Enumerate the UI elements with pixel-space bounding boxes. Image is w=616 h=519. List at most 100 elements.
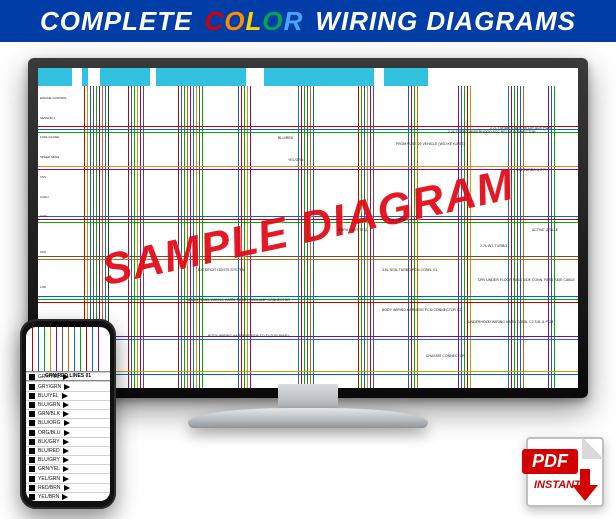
header-pre: COMPLETE xyxy=(40,6,192,37)
phone-row-label: GRY/GRN xyxy=(38,384,61,390)
pdf-page-fold xyxy=(582,437,604,459)
phone-row-marker xyxy=(29,402,35,408)
header-post: WIRING DIAGRAMS xyxy=(315,6,576,37)
diagram-annotation: 3.5L TURBO xyxy=(388,218,408,223)
pdf-icon: PDF INSTANT xyxy=(526,437,604,507)
header-banner: COMPLETE COLOR WIRING DIAGRAMS xyxy=(0,0,616,42)
diagram-left-label: LNR xyxy=(40,285,80,289)
phone-row-arrow-icon xyxy=(64,420,70,426)
diagram-annotation: DASH PANEL WIRING HARN. REAR HEADLAMP CO… xyxy=(188,298,290,303)
diagram-annotation: YEL/GRN xyxy=(288,158,303,163)
phone-screen: GRN/RED LINES 01 GRY/YELGRY/GRNBLU/YELBL… xyxy=(26,327,110,501)
header-color-word: COLOR xyxy=(204,6,303,37)
phone-top-wires xyxy=(26,327,110,372)
phone-row-label: BLU/GRN xyxy=(38,402,60,408)
phone-row-label: GRY/YEL xyxy=(38,374,60,380)
phone-legend-row: RED/BRN xyxy=(26,483,110,492)
phone-row-arrow-icon xyxy=(62,494,68,500)
diagram-annotation: 2.7L INT. TURBO xyxy=(480,244,507,249)
diagram-left-label: CANL xyxy=(40,214,80,218)
phone-wire xyxy=(74,327,75,372)
phone-row-label: YEL/GRN xyxy=(38,476,60,482)
phone-row-arrow-icon xyxy=(63,448,69,454)
diagram-left-label: SENSOR 1 xyxy=(40,116,80,120)
diagram-annotation: 3.5L TURBO & 2.7L xyxy=(516,168,547,173)
phone-row-marker xyxy=(29,466,35,472)
phone: GRN/RED LINES 01 GRY/YELGRY/GRNBLU/YELBL… xyxy=(20,319,116,509)
phone-wire xyxy=(92,327,93,372)
diagram-annotation: 2.3L TURBO UNDERHOOD ACC RELAY CONNECTOR xyxy=(448,130,536,135)
diagram-annotation: CHASSIS CONNECTOR xyxy=(426,354,465,359)
diagram-connector-block xyxy=(264,68,374,86)
diagram-annotation: 3.5L NON-TURBO PCM CONN. C1 xyxy=(382,268,437,273)
diagram-left-label: FUEL GAUGE xyxy=(40,135,80,139)
diagram-annotation: BLU/RED xyxy=(278,136,293,141)
wire-horizontal xyxy=(38,339,578,340)
phone-row-marker xyxy=(29,448,35,454)
phone-row-arrow-icon xyxy=(63,457,69,463)
pdf-badge: PDF INSTANT xyxy=(526,437,604,507)
wiring-diagram-screen: ENGINE CONTROLSENSOR 1FUEL GAUGESPEED SE… xyxy=(38,68,578,388)
diagram-left-label: CANH xyxy=(40,195,80,199)
phone-legend-row: BLU/ORG xyxy=(26,418,110,427)
phone-wire xyxy=(80,327,81,372)
diagram-connector-block xyxy=(38,68,72,86)
monitor-stand-base xyxy=(188,408,428,428)
phone-legend-row: BLU/GRY xyxy=(26,455,110,464)
phone-row-marker xyxy=(29,393,35,399)
phone-legend-row: GRY/GRN xyxy=(26,381,110,390)
phone-legend-row: YEL/GRN xyxy=(26,473,110,482)
phone-row-label: GRN/BLK xyxy=(38,411,60,417)
download-arrow-icon xyxy=(572,469,598,503)
phone-row-arrow-icon xyxy=(64,384,70,390)
diagram-annotation: UNDERHOOD WIRING HARN CONN. C2 3.5L & PC… xyxy=(468,320,553,325)
phone-row-label: YEL/BRN xyxy=(38,494,59,500)
phone-row-marker xyxy=(29,411,35,417)
diagram-connector-block xyxy=(374,68,384,86)
diagram-connector-block xyxy=(88,68,100,86)
monitor-stand-neck xyxy=(278,384,338,410)
phone-row-marker xyxy=(29,494,35,500)
wire-horizontal xyxy=(38,374,578,375)
diagram-annotation: DRV UNDER FLOOR PASS SIDE CONN. PASS SID… xyxy=(478,278,575,283)
diagram-connector-block xyxy=(100,68,150,86)
wire-horizontal xyxy=(38,299,578,300)
phone-wire xyxy=(44,327,45,372)
wire-horizontal xyxy=(38,296,578,297)
phone-wire xyxy=(68,327,69,372)
phone-row-arrow-icon xyxy=(63,476,69,482)
phone-row-marker xyxy=(29,430,35,436)
diagram-annotation: ACTIVE GRILLE xyxy=(532,228,558,233)
diagram-connector-block xyxy=(156,68,246,86)
phone-row-arrow-icon xyxy=(63,374,69,380)
phone-row-marker xyxy=(29,485,35,491)
phone-legend-row: GRN/YEL xyxy=(26,464,110,473)
diagram-connector-block xyxy=(246,68,264,86)
phone-row-label: BLU/RED xyxy=(38,448,60,454)
phone-wire xyxy=(56,327,57,372)
diagram-left-label: SPEED SENS xyxy=(40,155,80,159)
diagram-left-label: VSS xyxy=(40,175,80,179)
phone-row-arrow-icon xyxy=(62,393,68,399)
wire-horizontal xyxy=(38,371,578,372)
phone-row-marker xyxy=(29,439,35,445)
diagram-top-blocks xyxy=(38,68,578,86)
diagram-annotation: BODY WIRING HARNESS SIDE TO FLOOR PANEL xyxy=(208,334,290,339)
phone-rows: GRY/YELGRY/GRNBLU/YELBLU/GRNGRN/BLKBLU/O… xyxy=(26,372,110,501)
phone-legend-row: BLU/GRN xyxy=(26,400,110,409)
phone-row-label: RED/BRN xyxy=(38,485,61,491)
phone-legend-row: BLK/GRY xyxy=(26,437,110,446)
wire-horizontal xyxy=(38,336,578,337)
phone-row-marker xyxy=(29,384,35,390)
pdf-label: PDF xyxy=(522,449,578,474)
phone-row-arrow-icon xyxy=(63,439,69,445)
phone-row-label: ORG/BLU xyxy=(38,430,61,436)
phone-row-arrow-icon xyxy=(64,430,70,436)
phone-wire xyxy=(50,327,51,372)
phone-row-label: BLU/GRY xyxy=(38,457,60,463)
phone-row-marker xyxy=(29,374,35,380)
phone-row-arrow-icon xyxy=(63,466,69,472)
diagram-connector-block xyxy=(428,68,578,86)
phone-row-arrow-icon xyxy=(64,485,70,491)
phone-row-arrow-icon xyxy=(63,411,69,417)
